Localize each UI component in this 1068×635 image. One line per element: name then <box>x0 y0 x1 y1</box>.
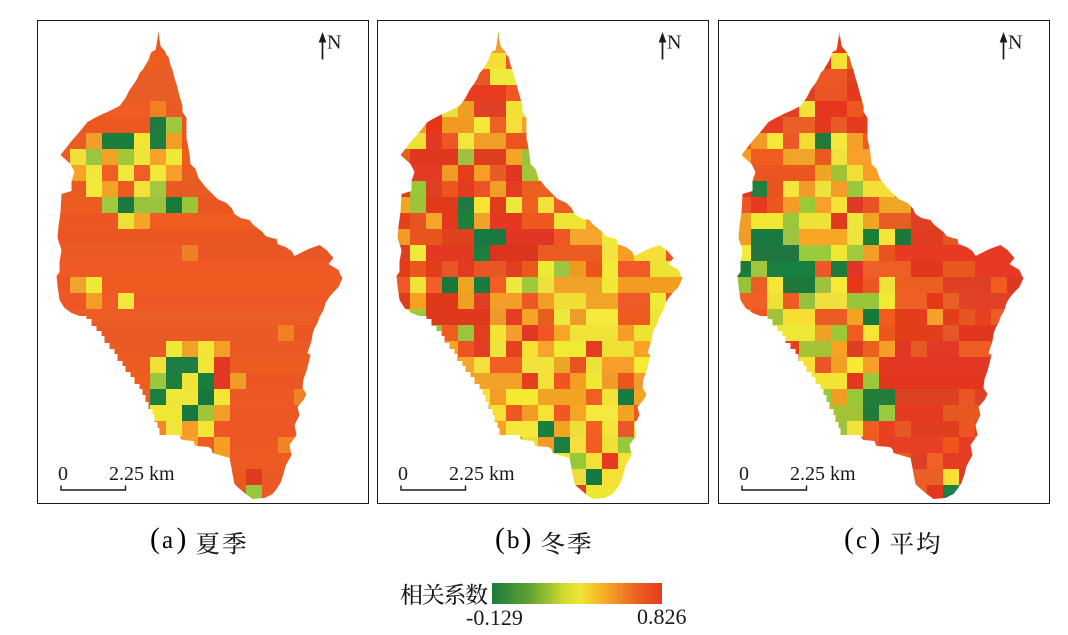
svg-text:2.25 km: 2.25 km <box>790 463 856 485</box>
svg-text:): ) <box>871 524 881 555</box>
svg-text:N: N <box>327 31 341 53</box>
svg-text:): ) <box>522 524 532 555</box>
svg-text:2.25 km: 2.25 km <box>449 463 515 485</box>
svg-text:a: a <box>162 527 173 554</box>
svg-text:(: ( <box>495 524 505 555</box>
svg-text:2.25 km: 2.25 km <box>109 463 175 485</box>
svg-text:N: N <box>1008 31 1022 53</box>
svg-text:0: 0 <box>739 463 749 485</box>
svg-text:(: ( <box>150 524 160 555</box>
svg-text:(: ( <box>844 524 854 555</box>
svg-text:0: 0 <box>58 463 68 485</box>
svg-text:b: b <box>507 527 520 554</box>
svg-text:c: c <box>856 527 867 554</box>
svg-text:N: N <box>667 31 681 53</box>
svg-text:0: 0 <box>398 463 408 485</box>
svg-text:): ) <box>177 524 187 555</box>
